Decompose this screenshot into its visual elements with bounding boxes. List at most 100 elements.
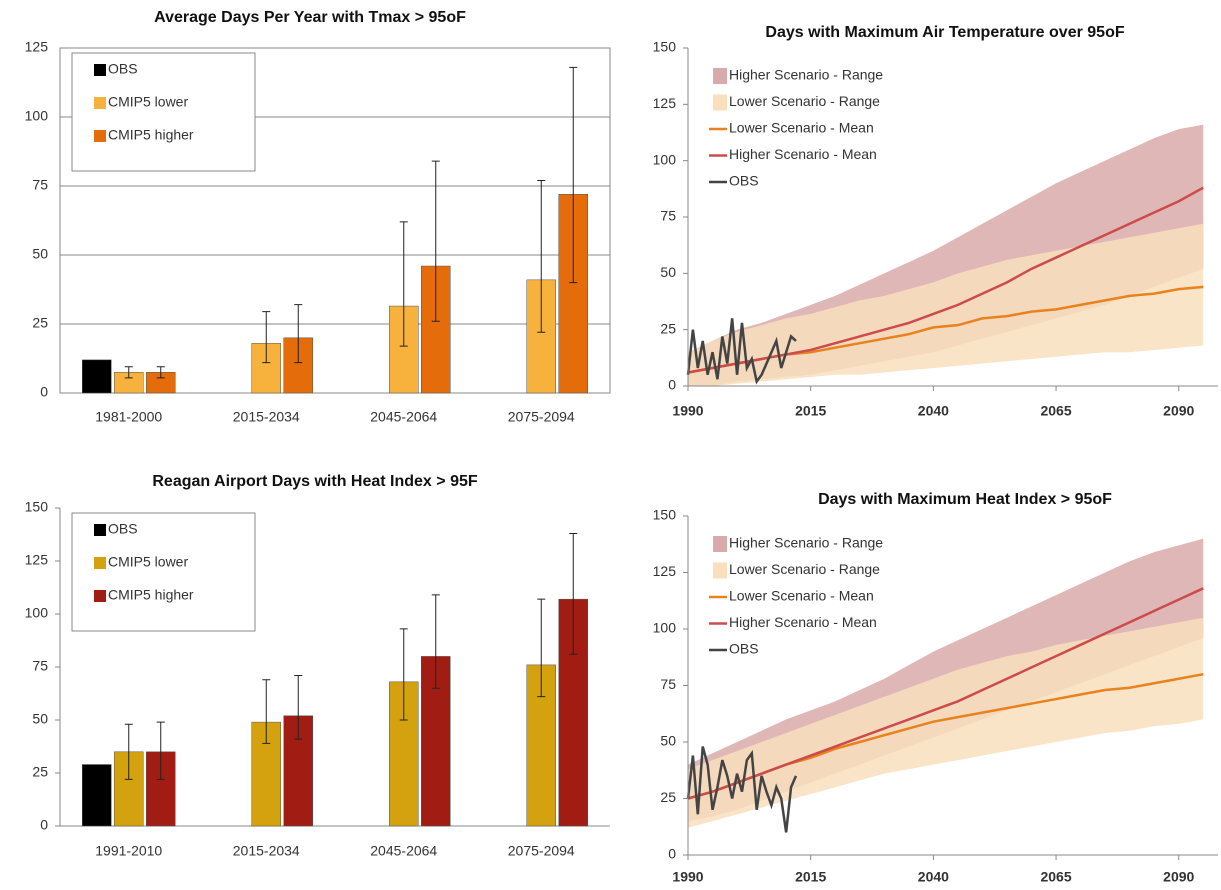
error-bar xyxy=(569,66,578,284)
y-tick-label: 25 xyxy=(660,789,676,805)
x-tick-label: 2040 xyxy=(918,869,949,885)
chart-title: Average Days Per Year with Tmax > 95oF xyxy=(154,9,466,26)
chart: Days with Maximum Heat Index > 95oF 1990 2… xyxy=(653,491,1218,885)
y-tick-label: 100 xyxy=(25,108,49,124)
y-tick-label: 25 xyxy=(32,764,48,780)
error-bar xyxy=(294,674,303,740)
error-bar xyxy=(156,366,165,379)
x-tick-label: 2075-2094 xyxy=(508,409,575,425)
legend-swatch xyxy=(94,64,106,76)
error-bar xyxy=(156,721,165,780)
bar xyxy=(82,764,112,827)
legend-label: Lower Scenario - Mean xyxy=(729,120,874,136)
y-tick-label: 50 xyxy=(32,711,48,727)
chart-title: Days with Maximum Air Temperature over 9… xyxy=(765,24,1124,41)
x-tick-label: 2090 xyxy=(1163,403,1194,419)
legend-label: CMIP5 higher xyxy=(108,587,194,603)
y-tick-label: 0 xyxy=(668,377,676,393)
y-tick-label: 100 xyxy=(25,605,49,621)
error-bar xyxy=(569,532,578,655)
x-tick-label: 2015-2034 xyxy=(233,409,300,425)
error-bar xyxy=(124,723,133,780)
legend-swatch xyxy=(713,536,727,552)
y-tick-label: 25 xyxy=(32,315,48,331)
plot-frame xyxy=(59,47,611,394)
y-tick-label: 50 xyxy=(32,246,48,262)
error-bar xyxy=(399,628,408,721)
legend-swatch xyxy=(94,590,106,602)
y-tick-label: 125 xyxy=(653,563,677,579)
x-tick-label: 2065 xyxy=(1040,869,1071,885)
range-band xyxy=(688,223,1204,386)
chart-title: Days with Maximum Heat Index > 95oF xyxy=(818,491,1112,508)
x-tick-label: 2045-2064 xyxy=(370,843,437,859)
legend-label: CMIP5 lower xyxy=(108,554,188,570)
legend-label: Higher Scenario - Mean xyxy=(729,146,877,162)
y-tick-label: 0 xyxy=(40,817,48,833)
legend-label: OBS xyxy=(729,173,759,189)
chart: Reagan Airport Days with Heat Index > 95… xyxy=(25,473,610,859)
line xyxy=(686,318,797,385)
y-tick-label: 25 xyxy=(660,320,676,336)
error-bar xyxy=(431,160,440,322)
legend-label: CMIP5 higher xyxy=(108,127,194,143)
legend-label: OBS xyxy=(108,61,138,77)
legend-swatch xyxy=(713,94,727,111)
error-bar xyxy=(294,304,303,364)
y-tick-label: 150 xyxy=(653,39,677,55)
y-tick-label: 125 xyxy=(25,39,49,55)
legend-swatch xyxy=(713,68,727,84)
legend-label: Lower Scenario - Range xyxy=(729,93,880,109)
x-tick-label: 1990 xyxy=(672,869,703,885)
y-tick-label: 150 xyxy=(25,499,49,515)
x-tick-label: 1981-2000 xyxy=(95,409,162,425)
error-bar xyxy=(262,311,271,364)
error-bar xyxy=(399,221,408,347)
y-tick-label: 75 xyxy=(32,177,48,193)
error-bar xyxy=(124,366,133,379)
legend-label: Higher Scenario - Mean xyxy=(729,614,877,630)
legend-label: CMIP5 lower xyxy=(108,94,188,110)
legend-swatch xyxy=(713,562,727,579)
x-tick-label: 1991-2010 xyxy=(95,843,162,859)
error-bar xyxy=(537,598,546,698)
legend-label: Lower Scenario - Mean xyxy=(729,588,874,604)
legend-swatch xyxy=(94,97,106,109)
x-tick-label: 1990 xyxy=(672,403,703,419)
legend-label: OBS xyxy=(729,641,759,657)
legend-label: Lower Scenario - Range xyxy=(729,561,880,577)
error-bar xyxy=(537,179,546,333)
y-tick-label: 125 xyxy=(25,552,49,568)
x-tick-label: 2015-2034 xyxy=(233,843,300,859)
legend-label: OBS xyxy=(108,521,138,537)
x-tick-label: 2015 xyxy=(795,403,826,419)
range-band xyxy=(688,617,1204,828)
y-tick-label: 50 xyxy=(660,733,676,749)
legend-label: Higher Scenario - Range xyxy=(729,535,883,551)
x-tick-label: 2090 xyxy=(1163,869,1194,885)
legend-swatch xyxy=(94,524,106,536)
x-tick-label: 2015 xyxy=(795,869,826,885)
y-tick-label: 75 xyxy=(660,676,676,692)
chart-title: Reagan Airport Days with Heat Index > 95… xyxy=(152,473,478,490)
x-tick-label: 2065 xyxy=(1040,403,1071,419)
line xyxy=(687,587,1204,800)
chart: Days with Maximum Air Temperature over 9… xyxy=(653,24,1218,419)
line xyxy=(686,746,798,833)
error-bar xyxy=(262,679,271,744)
line xyxy=(687,186,1204,374)
y-tick-label: 125 xyxy=(653,95,677,111)
y-tick-label: 0 xyxy=(668,846,676,862)
y-tick-label: 100 xyxy=(653,620,677,636)
legend-swatch xyxy=(94,130,106,142)
error-bar xyxy=(431,594,440,689)
bar xyxy=(82,359,112,394)
x-tick-label: 2075-2094 xyxy=(508,843,575,859)
legend-swatch xyxy=(94,557,106,569)
y-tick-label: 75 xyxy=(660,208,676,224)
y-tick-label: 150 xyxy=(653,507,677,523)
chart: Average Days Per Year with Tmax > 95oF 0 2… xyxy=(25,9,611,425)
legend-label: Higher Scenario - Range xyxy=(729,67,883,83)
x-tick-label: 2040 xyxy=(918,403,949,419)
